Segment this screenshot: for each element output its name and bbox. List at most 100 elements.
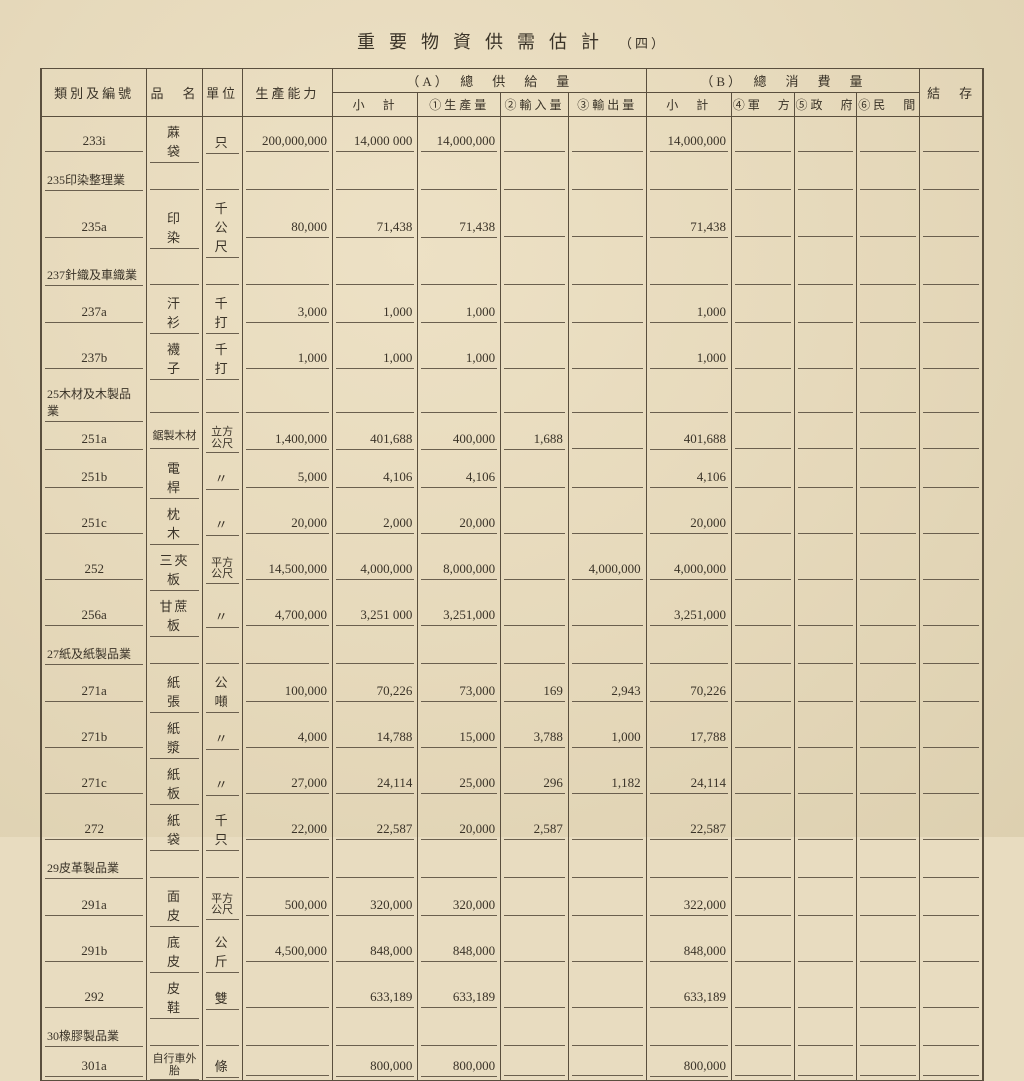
cell-b4 <box>857 973 920 1019</box>
cell-a2: 20,000 <box>418 499 501 545</box>
cell-value <box>572 346 643 369</box>
cell-cap: 4,000 <box>242 713 332 759</box>
cell-b1: 1,000 <box>646 334 731 380</box>
cell-value <box>860 817 916 840</box>
cell-code: 271b <box>42 713 147 759</box>
cell-value: 14,500,000 <box>246 556 329 580</box>
table-row: 292皮 鞋雙633,189633,189633,189 <box>42 973 983 1019</box>
cell-code: 235a <box>42 193 147 258</box>
cell-value: 鋸製木材 <box>150 426 198 449</box>
cell-value: 電 桿 <box>150 453 198 499</box>
cell-a4: 1,182 <box>568 759 646 805</box>
cell-value: 24,114 <box>650 770 728 794</box>
cell-bal <box>920 422 983 453</box>
cell-a4 <box>568 288 646 334</box>
cell-value: 3,251 000 <box>336 602 414 626</box>
cell-a4 <box>568 334 646 380</box>
cell-name: 紙 板 <box>147 759 202 805</box>
cell-value <box>798 346 854 369</box>
cell-a1: 2,000 <box>333 499 418 545</box>
cell-value <box>798 603 854 626</box>
cell-bal <box>920 637 983 667</box>
cell-value <box>504 465 565 488</box>
cell-a1: 1,000 <box>333 288 418 334</box>
cell-value: 22,587 <box>650 816 728 840</box>
cell-value: 70,226 <box>650 678 728 702</box>
cell-value <box>923 426 979 449</box>
cell-b2 <box>731 163 794 193</box>
cell-code: 235印染整理業 <box>42 163 147 193</box>
cell-unit: 〃 <box>202 453 242 499</box>
cell-bal <box>920 927 983 973</box>
cell-value: 401,688 <box>336 426 414 450</box>
cell-value <box>923 214 979 237</box>
supply-demand-table: 類別及編號 品 名 單位 生產能力 （A） 總 供 給 量 （B） 總 消 費 … <box>41 68 983 1080</box>
cell-bal <box>920 453 983 499</box>
cell-cap: 5,000 <box>242 453 332 499</box>
cell-value <box>336 855 414 878</box>
cell-value: 4,000 <box>246 724 329 748</box>
cell-value: 14,000,000 <box>421 128 497 152</box>
cell-value <box>421 1023 497 1046</box>
hdr-a2: ①生產量 <box>418 93 501 117</box>
cell-value <box>798 1053 854 1076</box>
cell-value <box>923 129 979 152</box>
table-container: 類別及編號 品 名 單位 生產能力 （A） 總 供 給 量 （B） 總 消 費 … <box>40 68 984 1081</box>
cell-cap: 1,400,000 <box>242 422 332 453</box>
cell-a2: 25,000 <box>418 759 501 805</box>
cell-code: 291a <box>42 881 147 927</box>
cell-b1: 322,000 <box>646 881 731 927</box>
cell-value: 800,000 <box>336 1053 414 1077</box>
cell-b1: 3,251,000 <box>646 591 731 637</box>
cell-a4 <box>568 973 646 1019</box>
cell-unit: 〃 <box>202 759 242 805</box>
cell-value: 三夾板 <box>150 545 198 591</box>
cell-value: 500,000 <box>246 892 329 916</box>
cell-value: 29皮革製品業 <box>45 854 143 879</box>
cell-cap: 14,500,000 <box>242 545 332 591</box>
cell-value: 251a <box>45 426 143 450</box>
cell-value <box>504 129 565 152</box>
cell-value <box>860 426 916 449</box>
cell-code: 237a <box>42 288 147 334</box>
cell-name <box>147 1019 202 1049</box>
cell-value <box>798 939 854 962</box>
cell-value: 1,000 <box>421 345 497 369</box>
cell-a2 <box>418 637 501 667</box>
cell-value: 272 <box>45 816 143 840</box>
cell-a1: 1,000 <box>333 334 418 380</box>
cell-a3 <box>501 117 569 164</box>
cell-a2: 1,000 <box>418 288 501 334</box>
cell-value: 20,000 <box>421 816 497 840</box>
cell-value <box>735 557 791 580</box>
cell-code: 272 <box>42 805 147 851</box>
hdr-group-b: （B） 總 消 費 量 <box>646 69 920 93</box>
cell-code: 301a <box>42 1049 147 1080</box>
table-row: 237b襪 子千打1,0001,0001,0001,000 <box>42 334 983 380</box>
cell-b3 <box>794 499 857 545</box>
cell-b4 <box>857 1049 920 1080</box>
cell-a3 <box>501 545 569 591</box>
cell-value <box>504 557 565 580</box>
cell-b1: 71,438 <box>646 193 731 258</box>
cell-value <box>923 262 979 285</box>
cell-code: 30橡膠製品業 <box>42 1019 147 1049</box>
cell-bal <box>920 334 983 380</box>
cell-value <box>860 1023 916 1046</box>
cell-value: 公斤 <box>206 927 239 973</box>
cell-value: 1,000 <box>650 299 728 323</box>
cell-b1 <box>646 851 731 881</box>
cell-value <box>572 465 643 488</box>
cell-value: 237針織及車織業 <box>45 261 143 286</box>
cell-b2 <box>731 258 794 288</box>
cell-value <box>572 603 643 626</box>
cell-value <box>246 1023 329 1046</box>
cell-b3 <box>794 591 857 637</box>
cell-code: 271a <box>42 667 147 713</box>
cell-code: 251b <box>42 453 147 499</box>
cell-value <box>150 390 198 413</box>
cell-value <box>336 167 414 190</box>
cell-a3 <box>501 258 569 288</box>
cell-unit: 公斤 <box>202 927 242 973</box>
cell-value <box>421 167 497 190</box>
